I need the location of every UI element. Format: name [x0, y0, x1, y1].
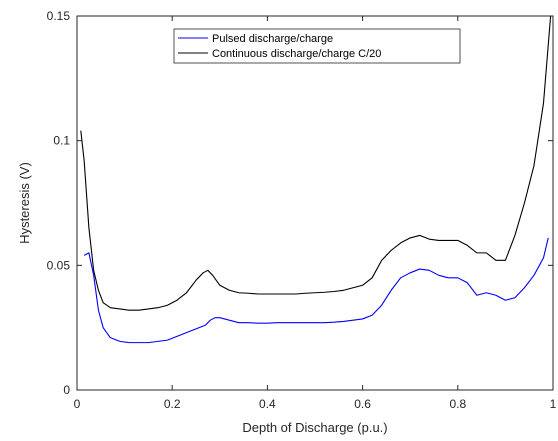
x-tick-label: 0.4 [259, 397, 276, 411]
x-tick-label: 0.8 [449, 397, 466, 411]
legend: Pulsed discharge/charge Continuous disch… [173, 28, 461, 64]
x-tick-label: 1 [550, 397, 557, 411]
x-tick-label: 0.2 [164, 397, 181, 411]
x-axis-ticks: 0 0.2 0.4 0.6 0.8 1 [74, 16, 557, 411]
y-tick-label: 0 [63, 383, 70, 397]
x-tick-label: 0.6 [354, 397, 371, 411]
x-tick-label: 0 [74, 397, 81, 411]
y-axis-title: Hysteresis (V) [17, 162, 32, 244]
y-tick-label: 0.15 [47, 9, 71, 23]
plot-area [77, 16, 553, 390]
legend-box [173, 28, 461, 64]
series-line-continuous [80, 15, 552, 311]
legend-label-pulsed: Pulsed discharge/charge [212, 33, 333, 45]
y-axis-ticks: 0 0.05 0.1 0.15 [47, 9, 553, 397]
legend-label-continuous: Continuous discharge/charge C/20 [212, 48, 381, 60]
axes-box [76, 15, 554, 391]
series-layer [80, 15, 552, 344]
x-axis-title: Depth of Discharge (p.u.) [242, 420, 387, 435]
y-tick-label: 0.05 [47, 258, 71, 272]
series-line-pulsed [83, 237, 549, 344]
y-tick-label: 0.1 [53, 134, 70, 148]
